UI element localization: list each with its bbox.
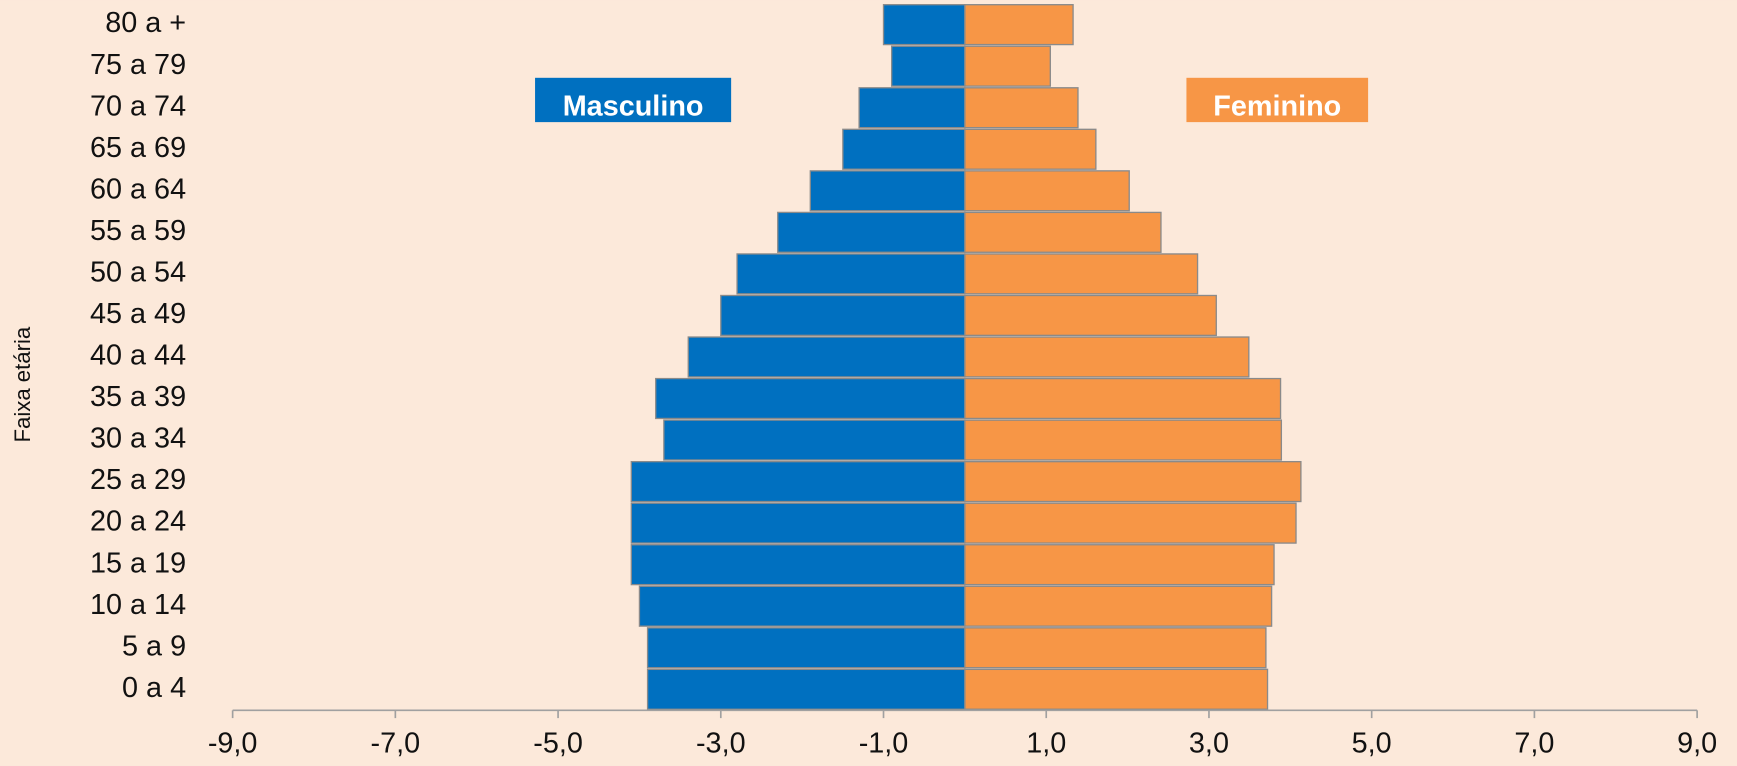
bar (777, 211, 966, 253)
y-tick-label: 60 a 64 (90, 173, 186, 205)
y-tick-label: 10 a 14 (90, 589, 186, 621)
bar (858, 87, 966, 129)
bar (630, 544, 966, 586)
y-tick-label: 40 a 44 (90, 340, 186, 372)
x-tick-label: -3,0 (696, 727, 746, 759)
x-tick-label: 3,0 (1189, 727, 1229, 759)
bar (964, 585, 1273, 627)
bar (964, 336, 1250, 378)
bar (655, 377, 966, 420)
bar (964, 419, 1283, 461)
bar (809, 170, 966, 212)
bar (630, 460, 966, 503)
bar (638, 585, 966, 627)
y-tick-label: 25 a 29 (90, 464, 186, 496)
bar (630, 502, 966, 544)
bar (646, 627, 966, 669)
bar (646, 668, 966, 710)
bar (964, 544, 1275, 586)
x-tick-label: -7,0 (371, 727, 421, 759)
x-tick-label: -9,0 (208, 727, 258, 759)
y-tick-label: 0 a 4 (122, 672, 186, 704)
bar (964, 253, 1199, 295)
legend-box (1186, 77, 1369, 123)
bar (663, 419, 966, 461)
y-tick-label: 65 a 69 (90, 132, 186, 164)
bar (964, 211, 1162, 253)
legend-box (535, 77, 732, 123)
y-tick-label: 80 a + (105, 7, 186, 39)
y-tick-label: 55 a 59 (90, 215, 186, 247)
bar (964, 170, 1130, 212)
y-axis-label: Faixa etária (10, 326, 35, 442)
x-tick-label: -5,0 (533, 727, 583, 759)
bar (964, 460, 1302, 503)
y-tick-label: 30 a 34 (90, 423, 186, 455)
x-tick-label: 7,0 (1514, 727, 1554, 759)
y-tick-label: 5 a 9 (122, 630, 186, 662)
bar (842, 128, 966, 170)
bar (964, 128, 1097, 170)
x-tick-label: 5,0 (1352, 727, 1392, 759)
x-tick-label: 1,0 (1026, 727, 1066, 759)
bar (687, 336, 966, 378)
y-tick-label: 50 a 54 (90, 256, 186, 288)
bar (964, 87, 1079, 129)
bar (736, 253, 966, 295)
bar (890, 45, 966, 87)
x-tick-label: -1,0 (859, 727, 909, 759)
bar (964, 668, 1269, 710)
x-tick-label: 9,0 (1677, 727, 1717, 759)
bar (964, 627, 1267, 669)
bar (964, 4, 1074, 46)
legend-label: Masculino (563, 90, 704, 122)
bar (964, 294, 1217, 337)
bar (882, 4, 966, 46)
bar (720, 294, 966, 337)
bar (964, 45, 1051, 87)
y-tick-label: 35 a 39 (90, 381, 186, 413)
y-tick-label: 15 a 19 (90, 547, 186, 579)
bar (964, 377, 1282, 420)
legend-label: Feminino (1213, 90, 1341, 122)
y-tick-label: 70 a 74 (90, 90, 186, 122)
y-tick-label: 45 a 49 (90, 298, 186, 330)
y-tick-label: 75 a 79 (90, 49, 186, 81)
y-tick-label: 20 a 24 (90, 506, 186, 538)
bar (964, 502, 1297, 544)
